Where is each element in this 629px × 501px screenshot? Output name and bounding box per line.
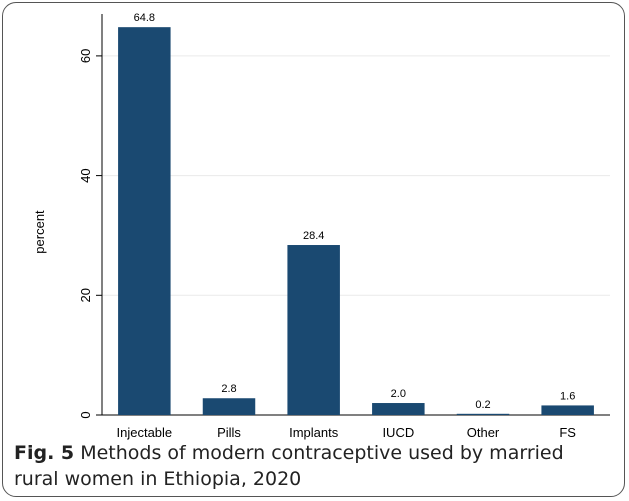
x-tick-label: IUCD [382,425,414,440]
x-tick-label: Implants [289,425,339,440]
value-label: 2.0 [391,388,406,400]
value-label: 2.8 [221,383,236,395]
y-ticks: 0 20 40 60 [78,49,102,419]
y-tick-label: 20 [78,288,93,302]
y-tick-label: 0 [78,411,93,418]
x-tick-label: Injectable [117,425,173,440]
value-label: 64.8 [134,12,155,24]
x-tick-label: Pills [217,425,241,440]
bar-pills [202,398,256,415]
x-tick-label: FS [559,425,576,440]
bar-injectable [118,27,171,415]
gridlines [102,55,610,296]
value-label: 0.2 [475,399,490,411]
value-label: 1.6 [560,390,575,402]
figure-label: Fig. 5 [14,442,75,464]
figure-frame [2,2,625,497]
bar-iucd [372,403,425,415]
x-tick-labels: Injectable Pills Implants IUCD Other FS [117,425,577,440]
bar-other [456,413,510,415]
figure-caption-text: Methods of modern contraceptive used by … [14,442,564,490]
value-label: 28.4 [303,230,324,242]
value-labels: 64.8 2.8 28.4 2.0 0.2 1.6 [134,12,576,411]
y-tick-label: 40 [78,168,93,182]
bar-chart: 0 20 40 60 percent 64.8 2.8 28.4 2.0 0.2 1.6 Inj… [32,12,610,440]
y-tick-label: 60 [78,49,93,63]
bar-implants [287,245,340,415]
bar-fs [541,405,594,415]
bars [118,27,594,415]
x-tick-label: Other [467,425,500,440]
y-axis-label: percent [32,210,47,254]
figure-caption: Fig. 5 Methods of modern contraceptive u… [14,440,614,492]
